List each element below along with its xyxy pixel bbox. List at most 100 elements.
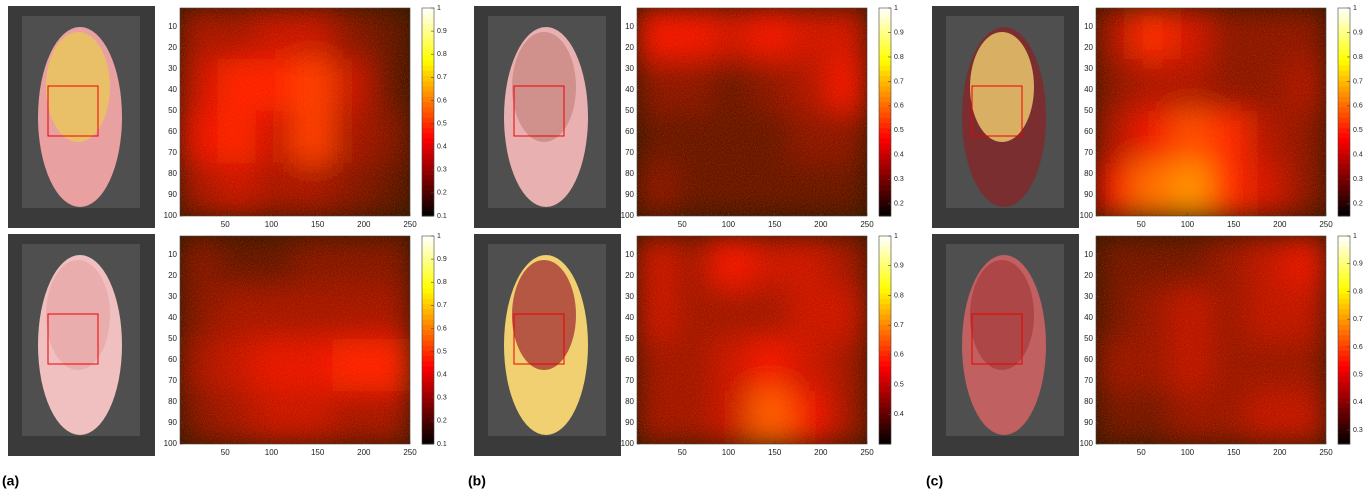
y-tick-label: 20 [168,43,177,52]
y-tick-label: 10 [168,250,177,259]
colorbar-step [422,439,434,445]
colorbar-tick-label: 0.4 [1353,152,1363,159]
x-tick-label: 50 [1137,220,1146,229]
colorbar-step [1338,13,1350,19]
y-tick-label: 90 [1084,190,1093,199]
colorbar-step [1338,439,1350,445]
colorbar-tick-label: 0.5 [437,120,447,127]
x-tick-label: 250 [403,220,417,229]
colorbar-step [879,13,891,19]
colorbar-step [422,60,434,66]
x-tick-label: 200 [1273,448,1287,457]
x-tick-label: 100 [1181,220,1195,229]
y-tick-label: 60 [168,355,177,364]
y-tick-label: 30 [625,64,634,73]
x-tick-label: 100 [722,448,736,457]
colorbar-tick-label: 1 [1353,233,1357,240]
colorbar-step [879,200,891,206]
colorbar-step [879,356,891,362]
colorbar-step [879,138,891,144]
colorbar-step [879,298,891,304]
colorbar-step [422,148,434,154]
colorbar-step [1338,29,1350,35]
y-tick-label: 50 [168,106,177,115]
colorbar-step [1338,309,1350,315]
colorbar-step [422,18,434,24]
colorbar-tick-label: 0.8 [437,51,447,58]
colorbar-step [422,340,434,346]
colorbar-step [1338,293,1350,299]
x-tick-label: 50 [678,448,687,457]
colorbar-step [879,102,891,108]
colorbar-step [879,288,891,294]
colorbar-step [1338,350,1350,356]
colorbar-step [1338,257,1350,263]
colorbar-step [1338,356,1350,362]
colorbar-step [1338,402,1350,408]
colorbar-step [1338,18,1350,24]
colorbar-step [1338,65,1350,71]
y-tick-label: 60 [625,355,634,364]
colorbar-tick-label: 1 [894,5,898,12]
colorbar-step [879,117,891,123]
colorbar-step [879,143,891,149]
colorbar-step [422,293,434,299]
y-tick-label: 20 [625,43,634,52]
colorbar-tick-label: 0.6 [894,103,904,110]
colorbar-step [1338,418,1350,424]
colorbar-tick-label: 0.6 [1353,344,1363,351]
y-tick-label: 40 [168,313,177,322]
colorbar-tick-label: 0.1 [437,213,447,220]
y-tick-label: 30 [625,292,634,301]
colorbar-step [1338,122,1350,128]
colorbar-step [1338,366,1350,372]
colorbar-step [422,298,434,304]
colorbar-step [1338,211,1350,217]
y-tick-label: 40 [1084,85,1093,94]
x-tick-label: 150 [1227,220,1241,229]
y-tick-label: 40 [168,85,177,94]
colorbar-step [422,128,434,134]
colorbar-tick-label: 0.8 [1353,54,1363,61]
colorbar-step [879,180,891,186]
colorbar-step [422,330,434,336]
colorbar-tick-label: 0.2 [437,190,447,197]
y-tick-label: 60 [168,127,177,136]
colorbar-step [422,117,434,123]
y-tick-label: 70 [625,376,634,385]
colorbar-tick-label: 0.5 [1353,127,1363,134]
colorbar-step [879,361,891,367]
noise [637,8,867,216]
y-tick-label: 50 [168,334,177,343]
colorbar-tick-label: 0.4 [894,411,904,418]
colorbar-tick-label: 0.4 [894,152,904,159]
colorbar-step [879,371,891,377]
y-tick-label: 30 [168,64,177,73]
colorbar-step [879,195,891,201]
colorbar-step [879,408,891,414]
colorbar-tick-label: 1 [894,233,898,240]
colorbar-step [1338,397,1350,403]
colorbar-step [1338,96,1350,102]
colorbar-step [879,185,891,191]
colorbar-step [1338,76,1350,82]
colorbar-step [879,335,891,341]
colorbar-step [1338,408,1350,414]
colorbar-step [1338,376,1350,382]
colorbar-step [422,107,434,113]
x-tick-label: 200 [814,220,828,229]
colorbar-step [1338,8,1350,14]
colorbar-step [422,361,434,367]
colorbar-step [422,257,434,263]
colorbar-tick-label: 1 [1353,5,1357,12]
colorbar-step [422,39,434,45]
colorbar-step [422,143,434,149]
colorbar-step [1338,345,1350,351]
colorbar-step [422,164,434,170]
colorbar-step [1338,34,1350,40]
colorbar-step [1338,241,1350,247]
colorbar-tick-label: 1 [437,233,441,240]
colorbar-step [879,55,891,61]
colorbar-step [1338,50,1350,56]
colorbar-step [879,44,891,50]
